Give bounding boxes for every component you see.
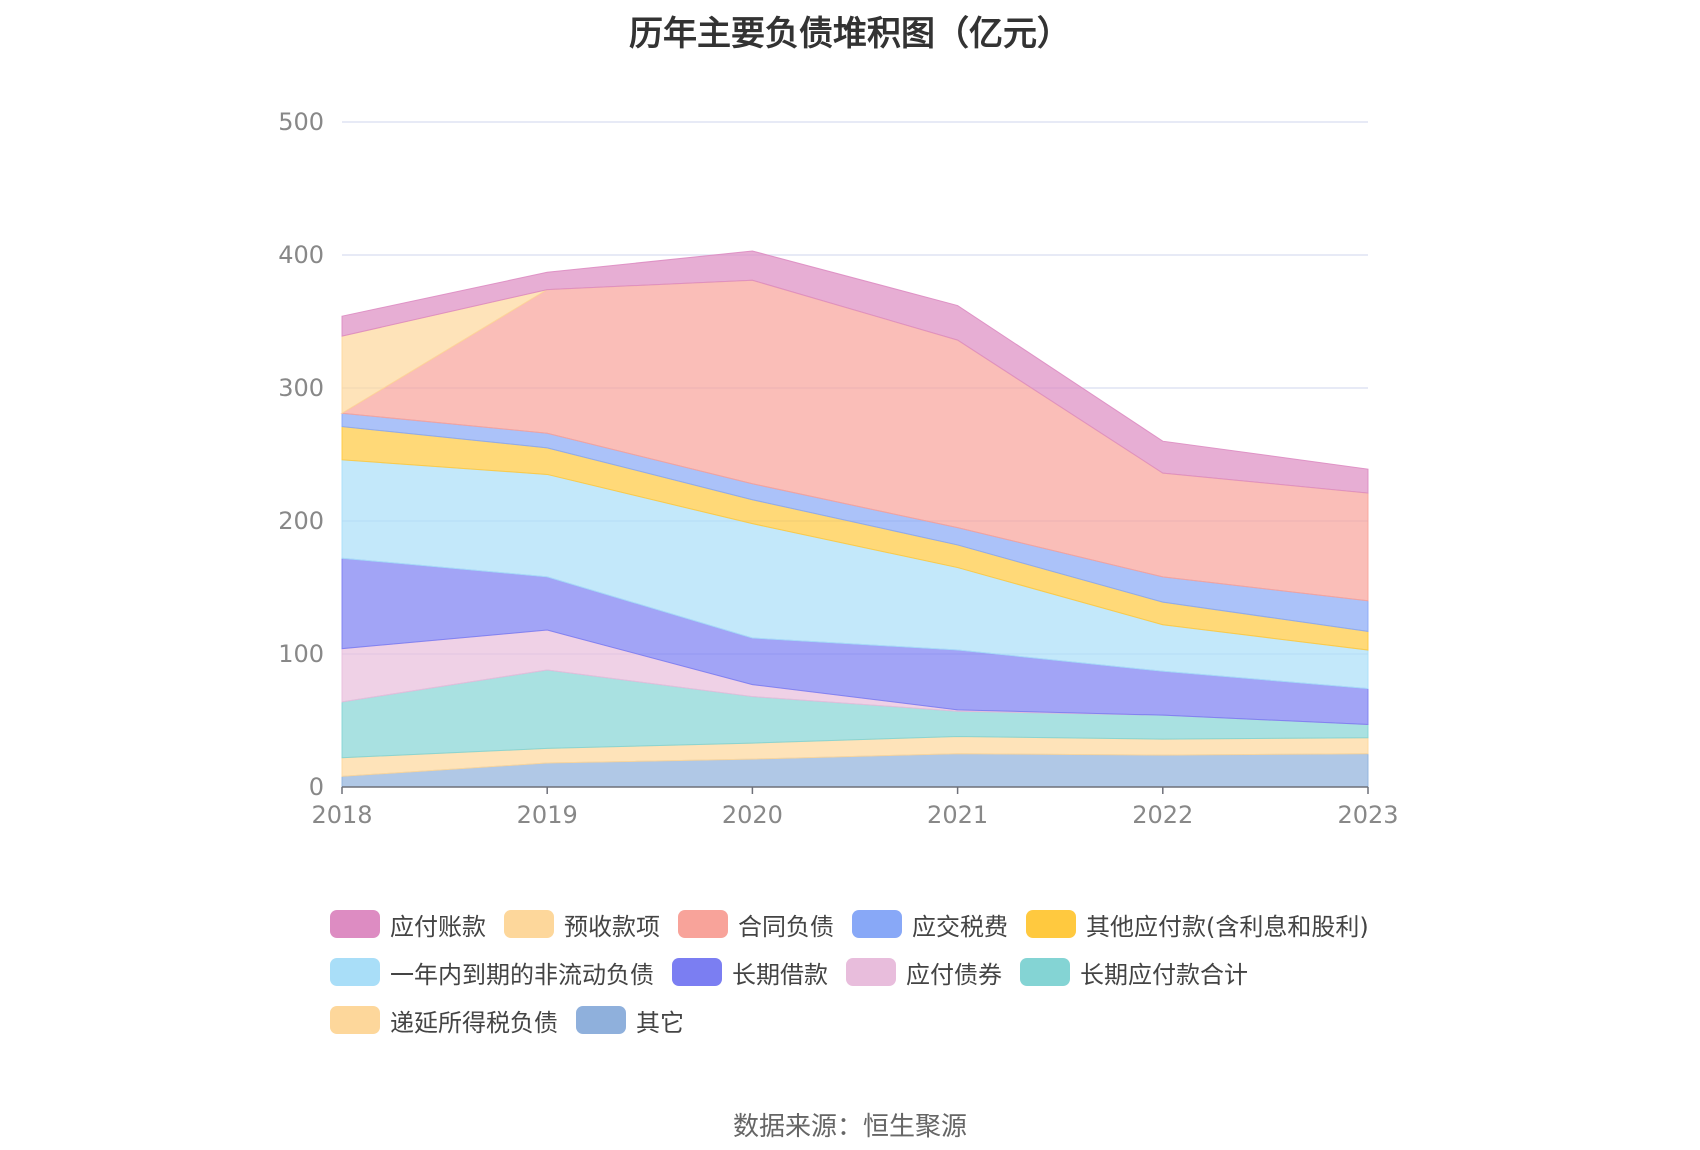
legend-item[interactable]: 递延所得税负债 (330, 1003, 558, 1038)
legend-label: 合同负债 (738, 912, 834, 941)
x-tick-label: 2021 (927, 801, 988, 829)
legend-label: 其他应付款(含利息和股利) (1086, 912, 1369, 941)
x-tick-label: 2023 (1337, 801, 1398, 829)
chart-legend: 应付账款 预收款项 合同负债 应交税费 其他应付款(含利息和股利) 一年内到期的非流动负债… (330, 900, 1430, 1044)
legend-item[interactable]: 预收款项 (504, 907, 660, 942)
legend-item[interactable]: 长期借款 (672, 955, 828, 990)
legend-swatch (678, 910, 728, 938)
legend-swatch (330, 1006, 380, 1034)
legend-item[interactable]: 应付账款 (330, 907, 486, 942)
legend-row: 一年内到期的非流动负债 长期借款 应付债券 长期应付款合计 (330, 948, 1430, 996)
data-source-note: 数据来源：恒生聚源 (732, 1112, 967, 1142)
stacked-area-plot: 0 100 200 300 400 500 2018 2019 2020 2021 2022 2023 (278, 108, 1398, 829)
legend-swatch (1020, 958, 1070, 986)
legend-row: 递延所得税负债 其它 (330, 996, 1430, 1044)
y-tick-label: 400 (278, 241, 324, 269)
legend-swatch (846, 958, 896, 986)
chart-title: 历年主要负债堆积图（亿元） (629, 14, 1071, 54)
y-tick-label: 0 (309, 773, 324, 801)
y-tick-label: 500 (278, 108, 324, 136)
legend-item[interactable]: 一年内到期的非流动负债 (330, 955, 654, 990)
legend-swatch (330, 958, 380, 986)
legend-label: 一年内到期的非流动负债 (390, 960, 654, 989)
x-tick-label: 2019 (517, 801, 578, 829)
legend-item[interactable]: 应付债券 (846, 955, 1002, 990)
legend-swatch (852, 910, 902, 938)
legend-label: 其它 (636, 1008, 684, 1037)
legend-label: 长期借款 (732, 960, 828, 989)
legend-label: 应付债券 (906, 960, 1002, 989)
legend-item[interactable]: 合同负债 (678, 907, 834, 942)
legend-item[interactable]: 其它 (576, 1003, 684, 1038)
legend-swatch (576, 1006, 626, 1034)
legend-swatch (672, 958, 722, 986)
y-tick-label: 200 (278, 507, 324, 535)
legend-row: 应付账款 预收款项 合同负债 应交税费 其他应付款(含利息和股利) (330, 900, 1430, 948)
legend-label: 预收款项 (564, 912, 660, 941)
legend-item[interactable]: 应交税费 (852, 907, 1008, 942)
legend-label: 递延所得税负债 (390, 1008, 558, 1037)
legend-swatch (1026, 910, 1076, 938)
x-tick-label: 2018 (311, 801, 372, 829)
legend-item[interactable]: 其他应付款(含利息和股利) (1026, 907, 1369, 942)
legend-swatch (504, 910, 554, 938)
y-tick-label: 100 (278, 640, 324, 668)
x-tick-label: 2022 (1132, 801, 1193, 829)
legend-label: 应交税费 (912, 912, 1008, 941)
legend-label: 应付账款 (390, 912, 486, 941)
legend-item[interactable]: 长期应付款合计 (1020, 955, 1248, 990)
area-series-10 (341, 250, 1369, 494)
y-tick-label: 300 (278, 374, 324, 402)
x-tick-label: 2020 (722, 801, 783, 829)
legend-swatch (330, 910, 380, 938)
legend-label: 长期应付款合计 (1080, 960, 1248, 989)
